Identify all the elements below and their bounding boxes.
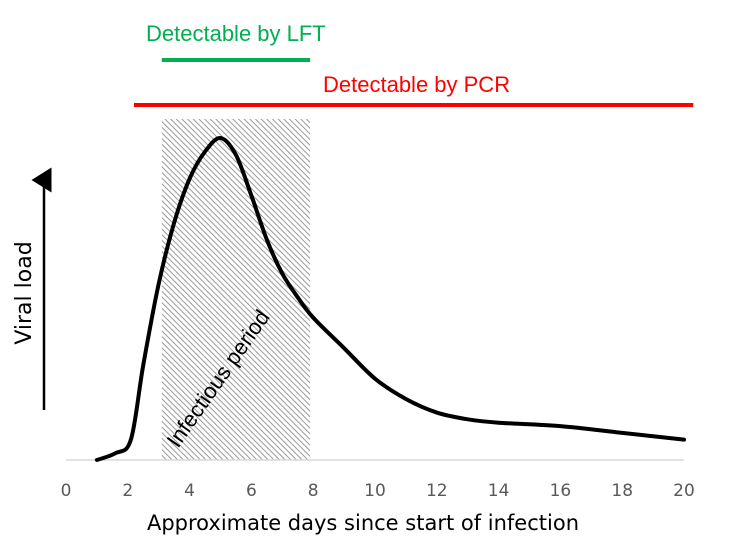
x-tick-label: 12 bbox=[426, 481, 448, 501]
x-tick-label: 20 bbox=[673, 481, 695, 501]
x-tick-label: 4 bbox=[184, 481, 195, 501]
infectious-period-region bbox=[161, 119, 311, 460]
x-axis-label: Approximate days since start of infectio… bbox=[147, 511, 579, 535]
lft-label: Detectable by LFT bbox=[146, 21, 326, 46]
x-tick-label: 16 bbox=[550, 481, 572, 501]
x-tick-label: 14 bbox=[488, 481, 510, 501]
pcr-label: Detectable by PCR bbox=[323, 72, 510, 97]
x-tick-labels: 0 2 4 6 8 10 12 14 16 18 20 bbox=[61, 481, 695, 501]
x-tick-label: 10 bbox=[364, 481, 386, 501]
x-tick-label: 8 bbox=[308, 481, 319, 501]
x-tick-label: 18 bbox=[611, 481, 633, 501]
x-tick-label: 2 bbox=[122, 481, 133, 501]
viral-load-curve bbox=[94, 136, 686, 462]
y-axis-label: Viral load bbox=[12, 241, 37, 344]
x-tick-label: 6 bbox=[246, 481, 257, 501]
x-tick-label: 0 bbox=[61, 481, 72, 501]
